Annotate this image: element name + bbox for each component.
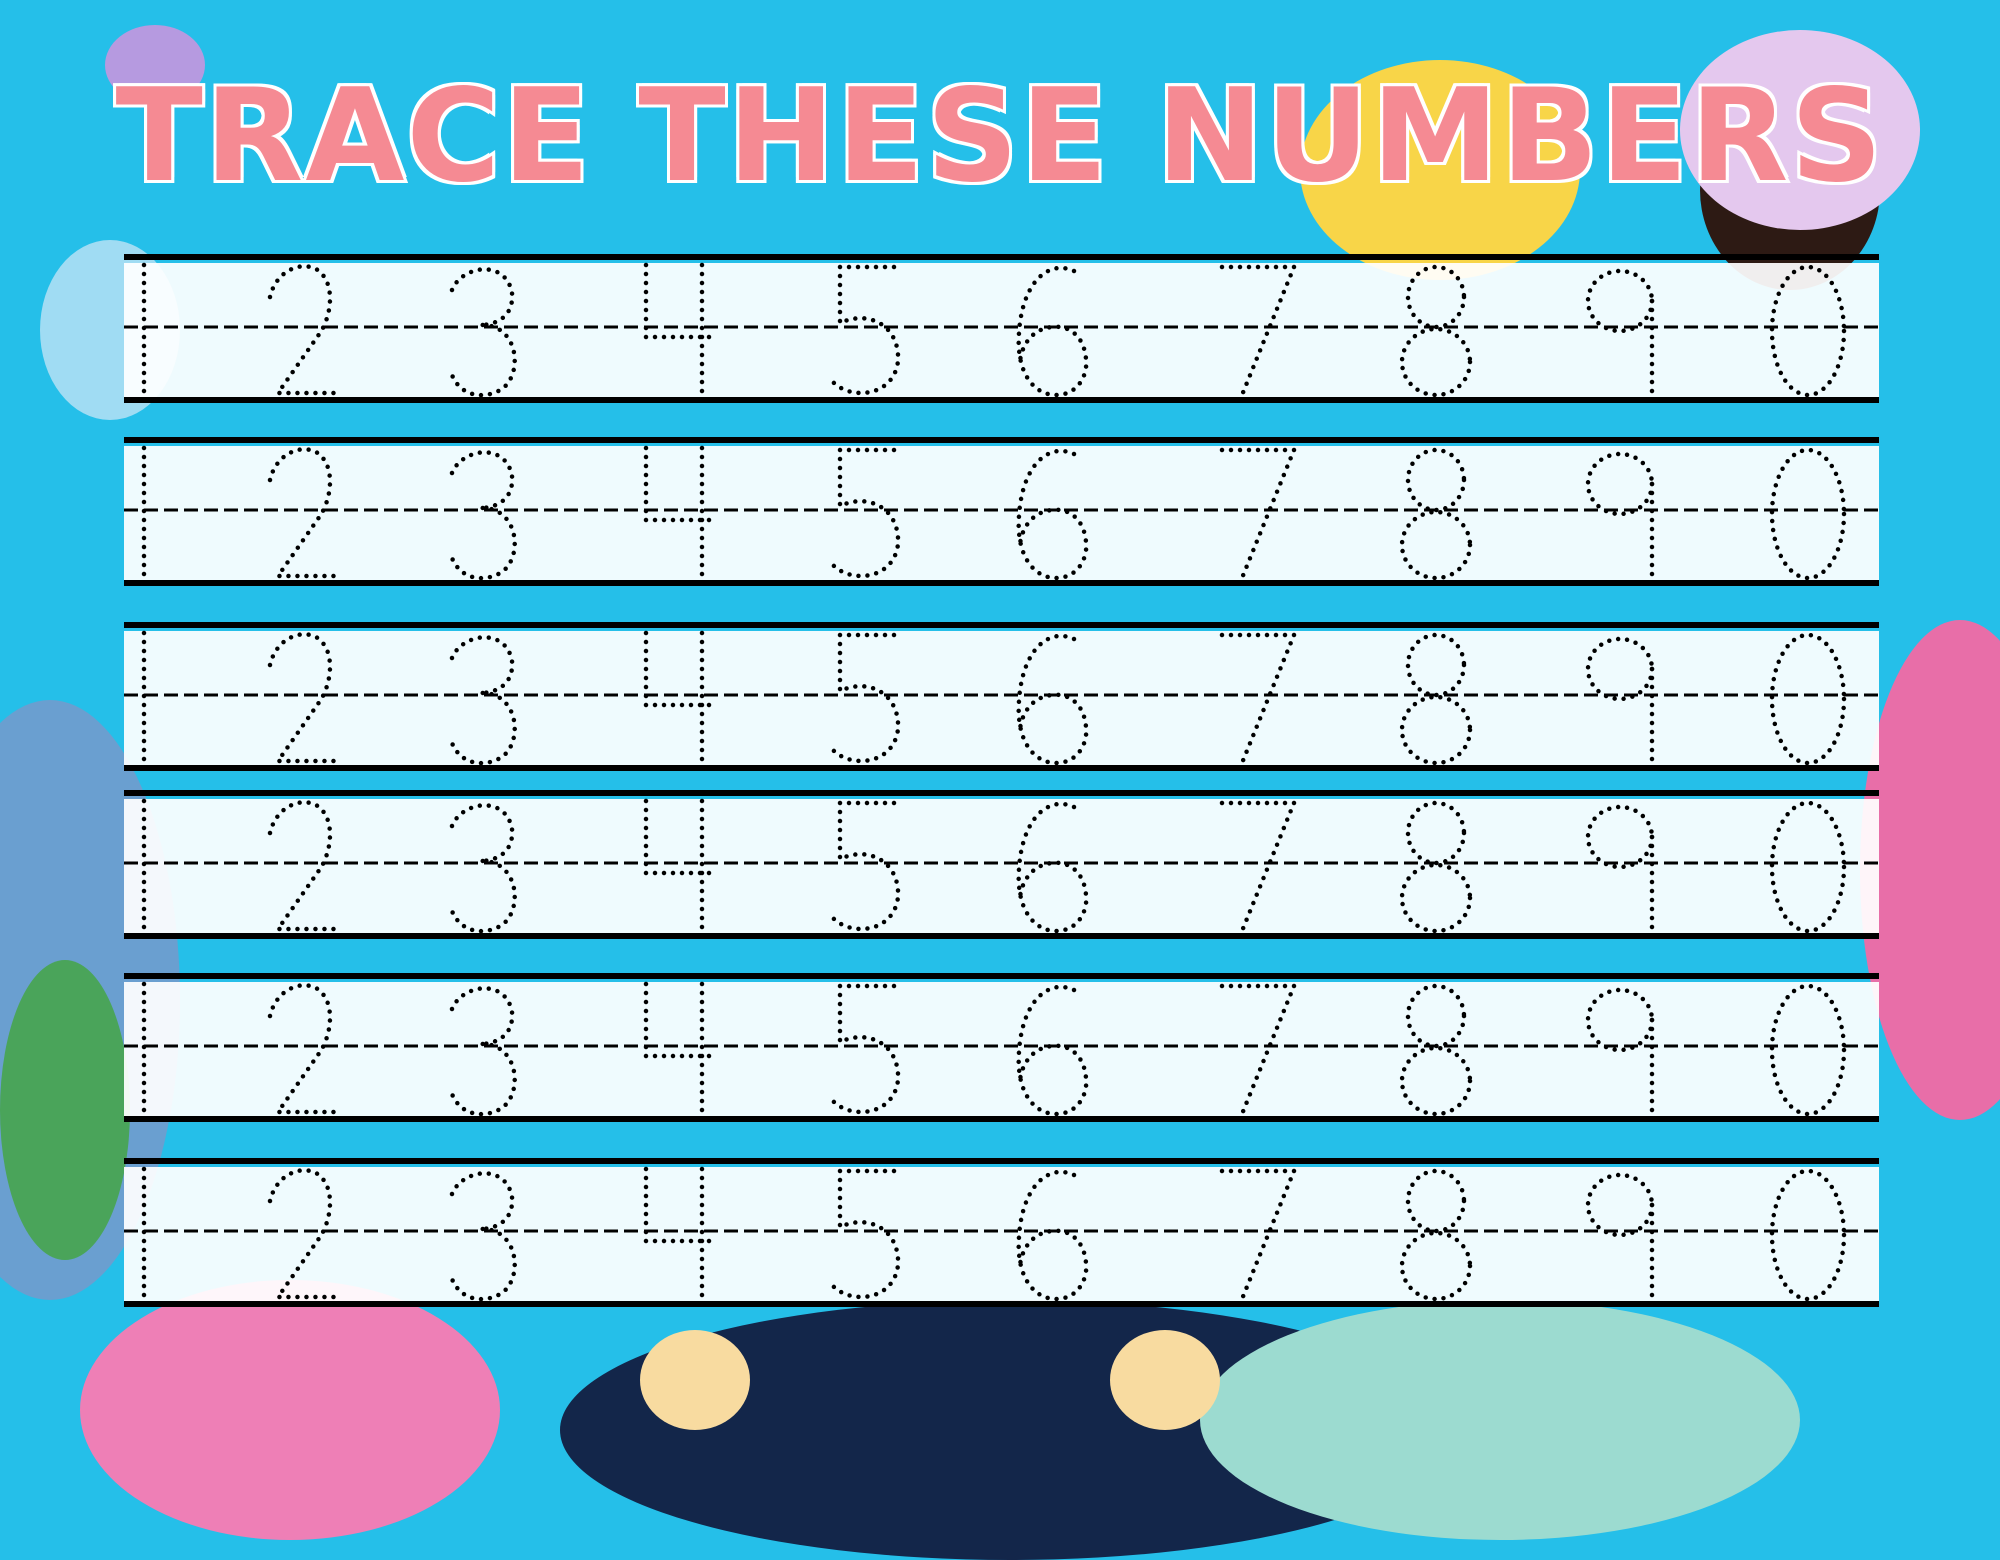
tracing-row xyxy=(124,973,1879,1122)
page-title: TRACE THESE NUMBERS xyxy=(112,59,1885,214)
tracing-sheet xyxy=(124,254,1879,1307)
tracing-row xyxy=(124,1158,1879,1307)
row-band xyxy=(124,446,1879,580)
tracing-row xyxy=(124,254,1879,403)
mermaid-decor xyxy=(1300,60,1580,280)
row-band xyxy=(124,631,1879,765)
starfish-icon xyxy=(640,1330,750,1430)
starfish-icon xyxy=(1110,1330,1220,1430)
shell-decor xyxy=(1680,30,1920,230)
row-band xyxy=(124,982,1879,1116)
row-band xyxy=(124,799,1879,933)
row-band xyxy=(124,263,1879,397)
jellyfish-icon xyxy=(105,25,205,105)
tracing-row xyxy=(124,622,1879,771)
seaweed-decor xyxy=(0,960,130,1260)
tracing-row xyxy=(124,790,1879,939)
row-band xyxy=(124,1167,1879,1301)
tracing-row xyxy=(124,437,1879,586)
